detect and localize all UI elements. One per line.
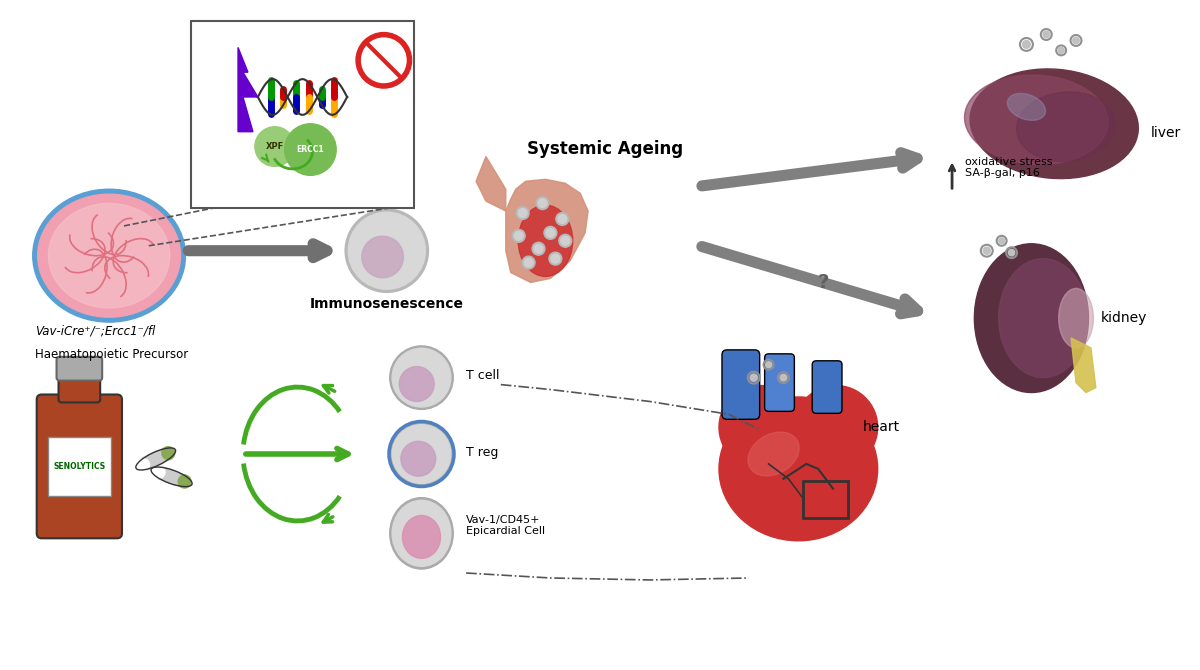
Circle shape <box>983 247 990 255</box>
Ellipse shape <box>719 397 877 541</box>
FancyBboxPatch shape <box>37 395 122 538</box>
Circle shape <box>560 237 570 245</box>
Text: Immunosenescence: Immunosenescence <box>310 297 463 312</box>
Circle shape <box>532 243 545 255</box>
Ellipse shape <box>402 515 440 558</box>
Ellipse shape <box>974 244 1088 393</box>
Text: ERCC1: ERCC1 <box>296 145 324 154</box>
Ellipse shape <box>37 194 180 317</box>
Ellipse shape <box>1007 93 1045 121</box>
Circle shape <box>559 234 571 247</box>
Circle shape <box>766 362 772 368</box>
Ellipse shape <box>518 205 572 277</box>
Ellipse shape <box>390 422 454 486</box>
Circle shape <box>522 256 535 269</box>
Polygon shape <box>238 48 258 132</box>
Circle shape <box>356 33 412 88</box>
Text: Haematopoietic Precursor: Haematopoietic Precursor <box>35 348 188 361</box>
Circle shape <box>1058 48 1064 54</box>
Polygon shape <box>476 157 505 211</box>
Ellipse shape <box>970 69 1139 179</box>
Ellipse shape <box>392 348 451 407</box>
Text: heart: heart <box>863 420 900 434</box>
Circle shape <box>512 229 526 243</box>
Ellipse shape <box>137 458 150 471</box>
Ellipse shape <box>1058 288 1093 348</box>
Circle shape <box>548 252 562 265</box>
Ellipse shape <box>748 432 799 476</box>
Text: Vav-iCre⁺/⁻;Ercc1⁻/fl: Vav-iCre⁺/⁻;Ercc1⁻/fl <box>35 325 155 338</box>
Ellipse shape <box>998 259 1088 378</box>
Ellipse shape <box>361 236 403 278</box>
Text: XPF: XPF <box>265 142 284 151</box>
Bar <box>803 481 848 519</box>
Ellipse shape <box>1016 92 1116 161</box>
Ellipse shape <box>162 447 175 460</box>
Circle shape <box>558 214 566 223</box>
Circle shape <box>284 124 336 176</box>
Circle shape <box>750 374 757 381</box>
FancyBboxPatch shape <box>764 354 794 411</box>
FancyBboxPatch shape <box>192 21 414 208</box>
Ellipse shape <box>392 425 451 483</box>
Text: ?: ? <box>817 273 829 292</box>
Ellipse shape <box>348 212 425 289</box>
Circle shape <box>516 206 529 220</box>
Ellipse shape <box>390 346 454 409</box>
Circle shape <box>998 238 1004 244</box>
Ellipse shape <box>48 204 169 308</box>
Ellipse shape <box>178 475 191 488</box>
Text: T cell: T cell <box>466 369 499 382</box>
Circle shape <box>538 198 547 208</box>
Circle shape <box>524 258 533 267</box>
FancyBboxPatch shape <box>722 350 760 419</box>
Polygon shape <box>156 466 187 488</box>
Ellipse shape <box>392 500 451 566</box>
Text: liver: liver <box>1151 126 1181 139</box>
Text: oxidative stress
SA-β-gal, p16: oxidative stress SA-β-gal, p16 <box>965 157 1052 178</box>
Ellipse shape <box>965 75 1108 165</box>
Circle shape <box>254 127 294 166</box>
Circle shape <box>546 228 554 237</box>
Ellipse shape <box>32 189 186 322</box>
Ellipse shape <box>400 366 434 401</box>
FancyBboxPatch shape <box>812 360 842 413</box>
Circle shape <box>1043 31 1050 38</box>
Circle shape <box>780 375 787 381</box>
Text: T reg: T reg <box>466 446 498 458</box>
Polygon shape <box>1072 338 1096 393</box>
Text: Vav-1/CD45+
Epicardial Cell: Vav-1/CD45+ Epicardial Cell <box>466 515 545 536</box>
Circle shape <box>1022 41 1031 48</box>
Circle shape <box>719 385 803 469</box>
Circle shape <box>1008 249 1015 256</box>
Ellipse shape <box>346 209 428 292</box>
Text: SENOLYTICS: SENOLYTICS <box>53 462 106 472</box>
Circle shape <box>551 254 560 263</box>
Circle shape <box>556 212 569 225</box>
FancyBboxPatch shape <box>59 372 100 403</box>
Ellipse shape <box>152 466 164 478</box>
Ellipse shape <box>390 498 454 569</box>
Circle shape <box>536 197 548 210</box>
FancyBboxPatch shape <box>56 357 102 381</box>
Circle shape <box>544 226 557 239</box>
Text: kidney: kidney <box>1100 311 1147 325</box>
FancyBboxPatch shape <box>48 437 112 496</box>
Circle shape <box>361 38 406 82</box>
Circle shape <box>794 385 877 469</box>
Ellipse shape <box>401 442 436 476</box>
Circle shape <box>515 231 523 241</box>
Text: Systemic Ageing: Systemic Ageing <box>527 139 683 157</box>
Circle shape <box>1073 38 1079 44</box>
Circle shape <box>534 245 542 253</box>
Polygon shape <box>140 448 172 470</box>
Circle shape <box>518 208 527 218</box>
Polygon shape <box>505 180 588 283</box>
